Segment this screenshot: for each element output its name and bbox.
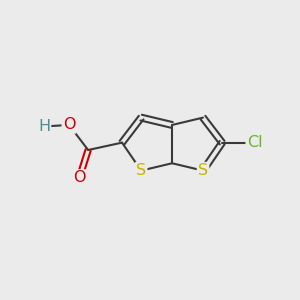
Text: S: S <box>136 163 146 178</box>
Text: Cl: Cl <box>247 135 262 150</box>
Text: S: S <box>198 163 208 178</box>
Text: O: O <box>63 118 75 133</box>
Text: H: H <box>38 119 50 134</box>
Text: O: O <box>73 170 86 185</box>
